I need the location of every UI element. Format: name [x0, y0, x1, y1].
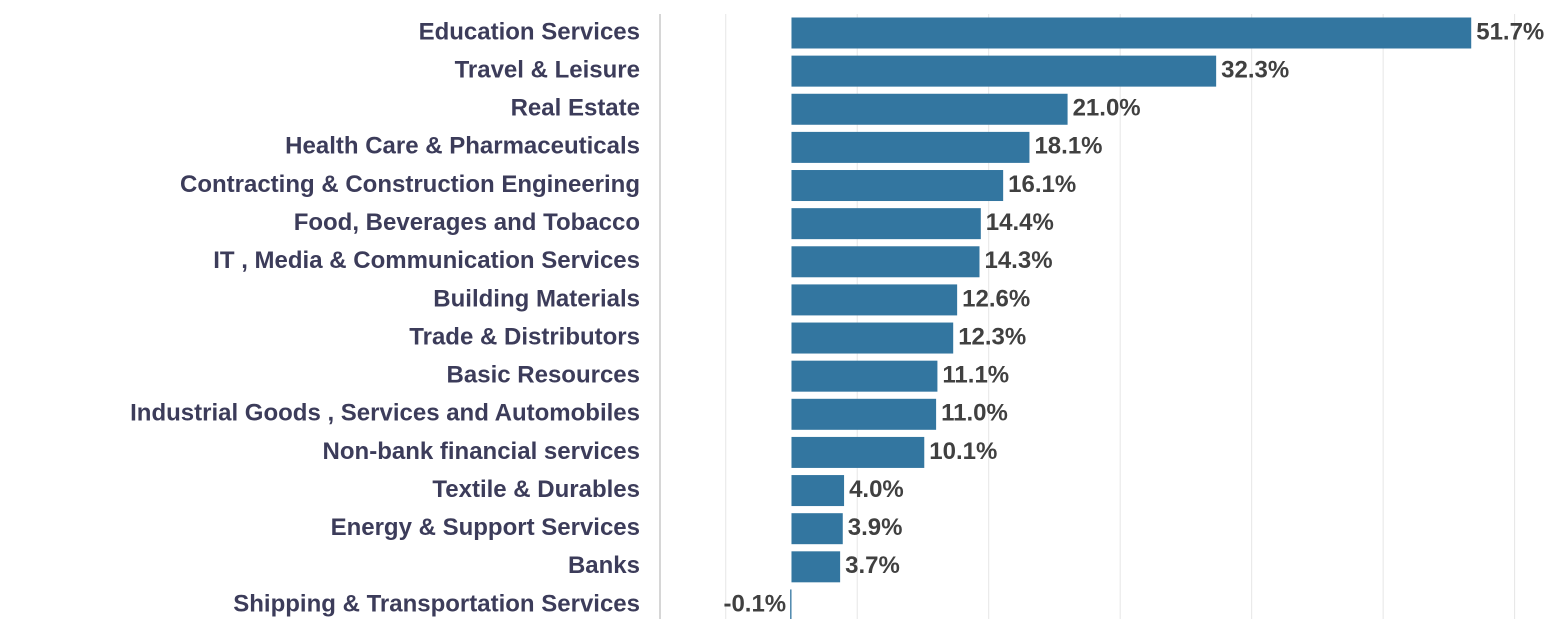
value-label: 3.9% — [848, 514, 903, 541]
bar — [791, 131, 1030, 163]
bar — [791, 93, 1068, 125]
bar — [791, 322, 954, 354]
category-label: Health Care & Pharmaceuticals — [285, 133, 640, 160]
category-label: Real Estate — [511, 95, 640, 122]
category-label: Non-bank financial services — [323, 438, 640, 465]
bar — [791, 246, 980, 278]
value-label: 18.1% — [1034, 133, 1102, 160]
bar — [791, 513, 843, 545]
value-label: 14.3% — [984, 247, 1052, 274]
category-label: Textile & Durables — [432, 476, 640, 503]
value-label: 3.7% — [845, 552, 900, 579]
category-label: Building Materials — [433, 285, 640, 312]
bar — [791, 55, 1217, 87]
bar — [791, 551, 841, 583]
bar — [791, 475, 845, 507]
value-label: 14.4% — [986, 209, 1054, 236]
value-label: 10.1% — [929, 438, 997, 465]
category-label: Industrial Goods , Services and Automobi… — [130, 400, 640, 427]
value-label: 16.1% — [1008, 171, 1076, 198]
category-label: Energy & Support Services — [331, 514, 640, 541]
value-label: 11.0% — [941, 400, 1008, 427]
value-label: -0.1% — [723, 590, 786, 617]
value-label: 11.1% — [942, 362, 1009, 389]
category-label: Contracting & Construction Engineering — [180, 171, 640, 198]
category-label: IT , Media & Communication Services — [213, 247, 640, 274]
value-label: 32.3% — [1221, 56, 1289, 83]
value-label: 51.7% — [1476, 18, 1544, 45]
value-label: 12.3% — [958, 323, 1026, 350]
bar — [791, 360, 938, 392]
category-label: Basic Resources — [447, 362, 640, 389]
bar — [791, 436, 925, 468]
category-label: Travel & Leisure — [455, 56, 640, 83]
category-label: Food, Beverages and Tobacco — [294, 209, 640, 236]
category-label: Education Services — [419, 18, 640, 45]
bar — [791, 284, 958, 316]
value-label: 4.0% — [849, 476, 904, 503]
bar — [791, 170, 1004, 202]
category-label: Shipping & Transportation Services — [233, 590, 640, 617]
bar — [791, 398, 937, 430]
category-label: Banks — [568, 552, 640, 579]
category-label: Trade & Distributors — [409, 323, 640, 350]
bar — [791, 17, 1472, 49]
bar — [791, 208, 981, 240]
value-label: 21.0% — [1073, 95, 1141, 122]
bar — [790, 589, 792, 619]
value-label: 12.6% — [962, 285, 1030, 312]
